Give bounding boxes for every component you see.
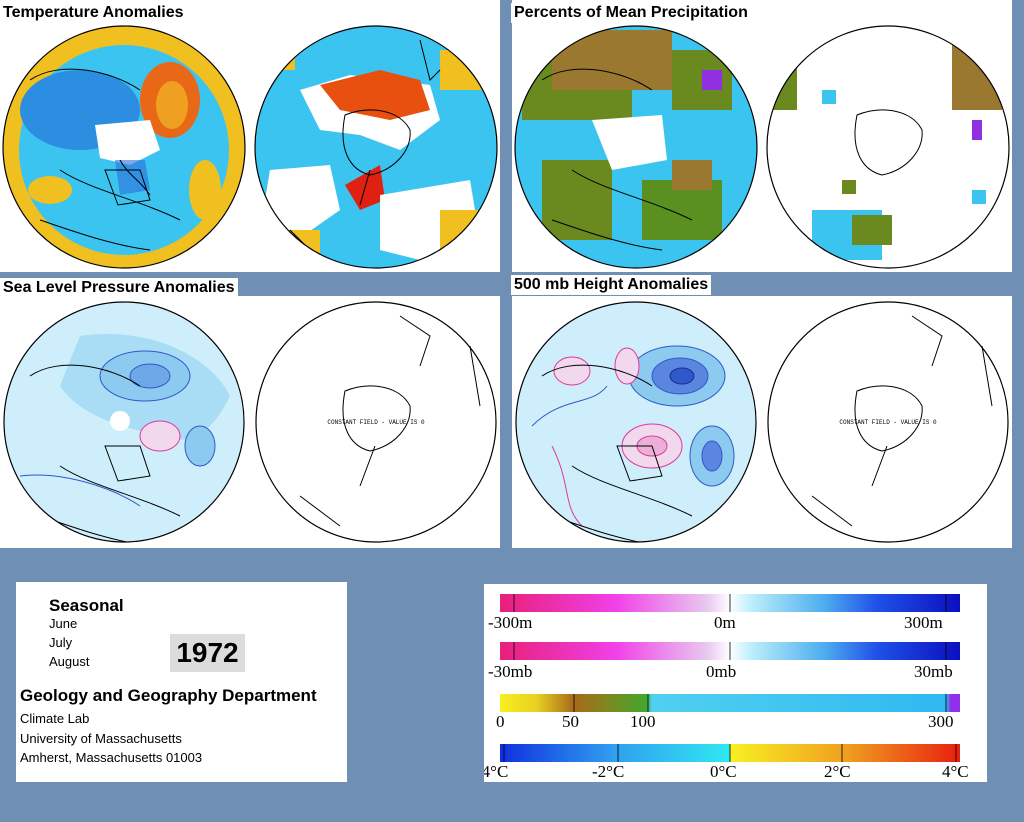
month-july: July: [49, 635, 73, 650]
precip-label-0: 0: [496, 712, 505, 731]
pressure-mid-label: 0mb: [706, 662, 736, 681]
precipitation-north-map: [515, 26, 757, 268]
temp-label-neg2: -2°C: [592, 762, 624, 781]
height-north-map: [516, 302, 756, 542]
height-max-label: 300m: [904, 613, 943, 632]
precip-label-100: 100: [630, 712, 656, 731]
height-title: 500 mb Height Anomalies: [511, 275, 712, 295]
precipitation-panel: [512, 0, 1012, 272]
slp-constant-label: CONSTANT FIELD - VALUE IS 0: [327, 419, 425, 426]
department-name: Geology and Geography Department: [20, 686, 317, 705]
address: Amherst, Massachusetts 01003: [20, 750, 203, 765]
height-min-label: -300m: [488, 613, 532, 632]
precip-label-50: 50: [562, 712, 579, 731]
precip-label-300: 300: [928, 712, 954, 731]
height-maps: CONSTANT FIELD - VALUE IS 0: [515, 301, 1009, 543]
height-south-map: [811, 315, 993, 527]
pressure-min-label: -30mb: [488, 662, 532, 681]
temperature-north-map: [3, 26, 245, 268]
precip-colorbar: [500, 694, 960, 712]
temperature-maps: [2, 25, 498, 269]
precipitation-south-map: [767, 26, 1009, 268]
month-june: June: [49, 616, 78, 631]
lab-name: Climate Lab: [20, 711, 90, 726]
temp-label-neg4: -4°C: [484, 762, 508, 781]
slp-title: Sea Level Pressure Anomalies: [0, 278, 238, 298]
university-name: University of Massachusetts: [20, 731, 182, 746]
pressure-max-label: 30mb: [914, 662, 953, 681]
precipitation-title: Percents of Mean Precipitation: [511, 3, 751, 23]
height-constant-label: CONSTANT FIELD - VALUE IS 0: [839, 419, 937, 426]
slp-south-map: [299, 315, 481, 527]
month-august: August: [49, 654, 90, 669]
temperature-title: Temperature Anomalies: [0, 3, 187, 23]
temp-label-2: 2°C: [824, 762, 851, 781]
slp-panel: CONSTANT FIELD - VALUE IS 0: [0, 296, 500, 548]
precipitation-maps: [514, 25, 1010, 269]
color-legend: -300m 0m 300m -30mb 0mb 30mb 0 50 100 30…: [484, 584, 987, 782]
year-badge: 1972: [170, 634, 245, 672]
slp-maps: CONSTANT FIELD - VALUE IS 0: [3, 301, 497, 543]
temperature-panel: [0, 0, 500, 272]
temperature-south-map: [255, 26, 497, 268]
period-label: Seasonal: [49, 596, 124, 615]
temp-label-0: 0°C: [710, 762, 737, 781]
height-mid-label: 0m: [714, 613, 736, 632]
temp-label-4: 4°C: [942, 762, 969, 781]
height-panel: CONSTANT FIELD - VALUE IS 0: [512, 296, 1012, 548]
info-box: Seasonal June July August 1972 Geology a…: [16, 582, 347, 782]
legend-svg: -300m 0m 300m -30mb 0mb 30mb 0 50 100 30…: [484, 594, 969, 781]
slp-north-map: [4, 302, 244, 542]
